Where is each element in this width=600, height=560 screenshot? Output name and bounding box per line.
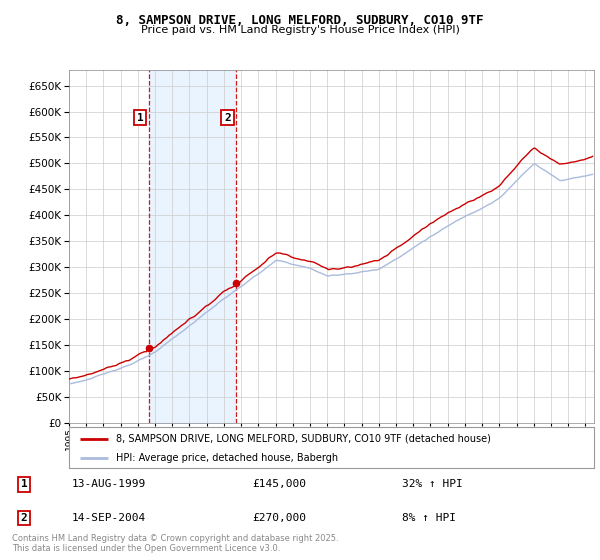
Text: 1: 1 [137,113,143,123]
Text: 2: 2 [20,513,28,523]
Text: 8, SAMPSON DRIVE, LONG MELFORD, SUDBURY, CO10 9TF (detached house): 8, SAMPSON DRIVE, LONG MELFORD, SUDBURY,… [116,433,491,444]
Text: £145,000: £145,000 [252,479,306,489]
Text: 1: 1 [20,479,28,489]
Text: 14-SEP-2004: 14-SEP-2004 [72,513,146,523]
Text: 8, SAMPSON DRIVE, LONG MELFORD, SUDBURY, CO10 9TF: 8, SAMPSON DRIVE, LONG MELFORD, SUDBURY,… [116,14,484,27]
Text: 8% ↑ HPI: 8% ↑ HPI [402,513,456,523]
Text: Contains HM Land Registry data © Crown copyright and database right 2025.
This d: Contains HM Land Registry data © Crown c… [12,534,338,553]
Text: HPI: Average price, detached house, Babergh: HPI: Average price, detached house, Babe… [116,452,338,463]
FancyBboxPatch shape [69,427,594,468]
Text: 13-AUG-1999: 13-AUG-1999 [72,479,146,489]
Text: £270,000: £270,000 [252,513,306,523]
Text: 2: 2 [224,113,231,123]
Text: Price paid vs. HM Land Registry's House Price Index (HPI): Price paid vs. HM Land Registry's House … [140,25,460,35]
Text: 32% ↑ HPI: 32% ↑ HPI [402,479,463,489]
